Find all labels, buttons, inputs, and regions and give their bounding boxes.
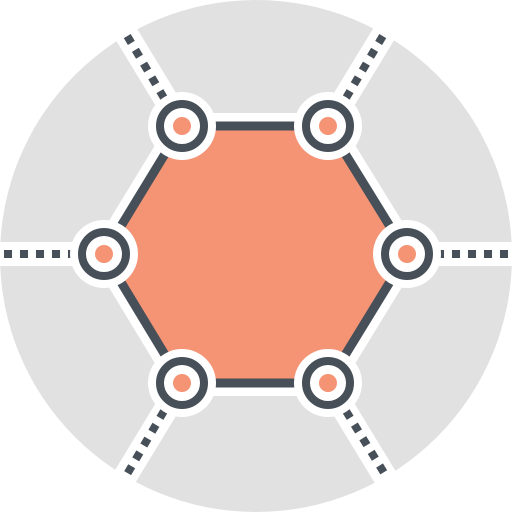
dashed-connectors [0,31,512,479]
node-dot [319,374,337,392]
hexagon-node [70,220,138,288]
node-dot [95,245,113,263]
node-dot [319,117,337,135]
dashed-connector [122,31,168,101]
node-dot [398,245,416,263]
node-dot [173,374,191,392]
node-dot [173,117,191,135]
hexagon-node [148,92,216,160]
hexagon-node [294,349,362,417]
hexagon-nodes [70,92,441,417]
dashed-connector [342,31,388,101]
hexagon-fill [104,126,407,383]
hexagon-node [294,92,362,160]
dashed-connector [122,408,168,479]
hexagon-node [373,220,441,288]
hexagon-node [148,349,216,417]
dashed-connector [342,408,390,479]
